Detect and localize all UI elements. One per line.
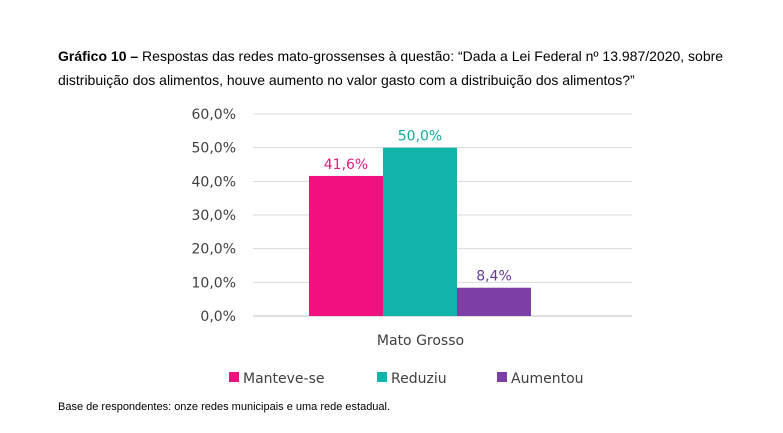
y-tick-label: 60,0% [192,107,236,123]
chart-title-text: Respostas das redes mato-grossenses à qu… [58,48,724,88]
y-tick-label: 20,0% [192,242,236,258]
bar-chart: 0,0% 10,0% 20,0% 30,0% 40,0% 50,0% 60,0% 41,6%… [192,107,632,387]
bar-reduziu [383,147,457,316]
legend-swatch [497,372,507,382]
footnote: Base de respondentes: onze redes municip… [58,401,391,413]
y-tick-label: 40,0% [192,174,236,190]
y-tick-label: 10,0% [192,275,236,291]
chart-title: Gráfico 10 – Respostas das redes mato-gr… [58,44,758,92]
data-label: 41,6% [324,157,368,173]
legend-item: Reduziu [377,371,447,387]
y-tick-label: 50,0% [192,141,236,157]
chart-title-bold: Gráfico 10 – [58,48,139,64]
y-tick-label: 30,0% [192,208,236,224]
data-label: 50,0% [398,129,442,145]
legend-swatch [377,372,387,382]
x-category-label: Mato Grosso [377,333,464,349]
legend-item: Manteve-se [229,371,325,387]
data-labels: 41,6% 50,0% 8,4% [324,129,512,285]
y-axis-ticks: 0,0% 10,0% 20,0% 30,0% 40,0% 50,0% 60,0% [192,107,236,325]
bars [309,147,531,316]
legend-label: Manteve-se [243,371,325,387]
bar-aumentou [457,287,531,316]
y-tick-label: 0,0% [200,309,236,325]
x-axis-categories: Mato Grosso [377,333,464,349]
legend: Manteve-se Reduziu Aumentou [229,371,584,387]
data-label: 8,4% [476,269,512,285]
legend-label: Reduziu [391,371,447,387]
legend-item: Aumentou [497,371,584,387]
bar-manteve-se [309,175,383,316]
legend-label: Aumentou [511,371,584,387]
legend-swatch [229,372,239,382]
